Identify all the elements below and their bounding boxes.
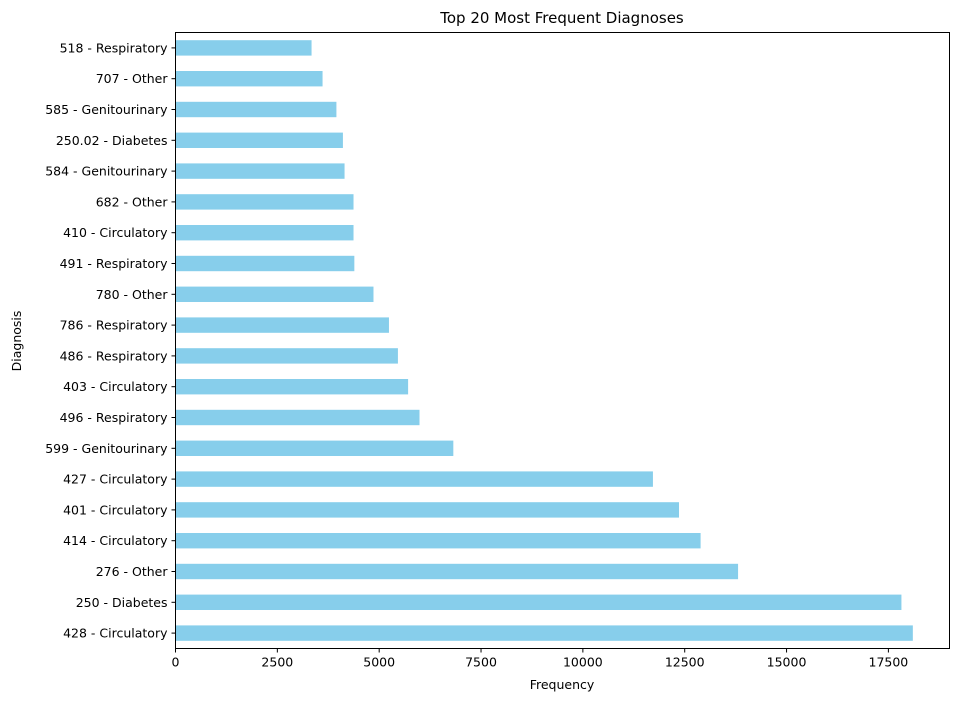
x-tick-label: 17500 — [869, 655, 909, 670]
bar — [175, 440, 454, 456]
y-tick-label: 414 - Circulatory — [63, 533, 168, 548]
plot-frame — [175, 32, 950, 649]
bar — [175, 625, 913, 641]
bar — [175, 101, 337, 118]
y-tick-label: 250.02 - Diabetes — [56, 133, 168, 148]
bar — [175, 163, 345, 179]
bar — [175, 255, 355, 272]
y-tick-label: 518 - Respiratory — [60, 40, 169, 55]
x-tick-label: 12500 — [665, 655, 705, 670]
y-tick-label: 427 - Circulatory — [63, 472, 168, 487]
bar — [175, 502, 680, 518]
y-tick-label: 486 - Respiratory — [60, 348, 169, 363]
chart-title: Top 20 Most Frequent Diagnoses — [439, 9, 684, 27]
y-tick-label: 403 - Circulatory — [63, 379, 168, 394]
y-tick-label: 496 - Respiratory — [60, 410, 169, 425]
y-tick-label: 410 - Circulatory — [63, 225, 168, 240]
bar — [175, 71, 323, 87]
x-tick-label: 10000 — [563, 655, 603, 670]
bar — [175, 533, 701, 549]
y-tick-label: 786 - Respiratory — [60, 318, 169, 333]
x-tick-label: 2500 — [261, 655, 293, 670]
x-tick-label: 7500 — [465, 655, 497, 670]
bar — [175, 563, 739, 580]
y-tick-label: 780 - Other — [96, 287, 169, 302]
bars-group — [175, 40, 913, 641]
bar — [175, 348, 398, 364]
bar — [175, 225, 354, 241]
bar — [175, 194, 354, 210]
y-tick-label: 599 - Genitourinary — [45, 441, 168, 456]
bar — [175, 317, 389, 333]
x-tick-label: 0 — [172, 655, 180, 670]
y-tick-label: 428 - Circulatory — [63, 626, 168, 641]
bar — [175, 379, 409, 395]
y-tick-label: 276 - Other — [96, 564, 169, 579]
y-tick-label: 682 - Other — [96, 194, 169, 209]
x-ticks-group: 0 2500 5000 7500 10000 12500 15000 17500 — [172, 648, 909, 670]
y-tick-label: 585 - Genitourinary — [45, 102, 168, 117]
bar — [175, 409, 420, 426]
y-tick-label: 401 - Circulatory — [63, 502, 168, 517]
bar — [175, 40, 312, 56]
bar — [175, 471, 653, 487]
y-tick-label: 584 - Genitourinary — [45, 164, 168, 179]
y-tick-label: 491 - Respiratory — [60, 256, 169, 271]
x-axis-label: Frequency — [530, 677, 595, 692]
y-axis-label: Diagnosis — [9, 311, 24, 372]
x-tick-label: 15000 — [767, 655, 807, 670]
bar — [175, 286, 374, 302]
x-tick-label: 5000 — [363, 655, 395, 670]
y-tick-label: 250 - Diabetes — [76, 595, 168, 610]
bar — [175, 132, 343, 148]
bar — [175, 594, 902, 610]
y-tick-label: 707 - Other — [96, 71, 169, 86]
y-ticks-group: 518 - Respiratory 707 - Other 585 - Genito… — [45, 40, 176, 641]
